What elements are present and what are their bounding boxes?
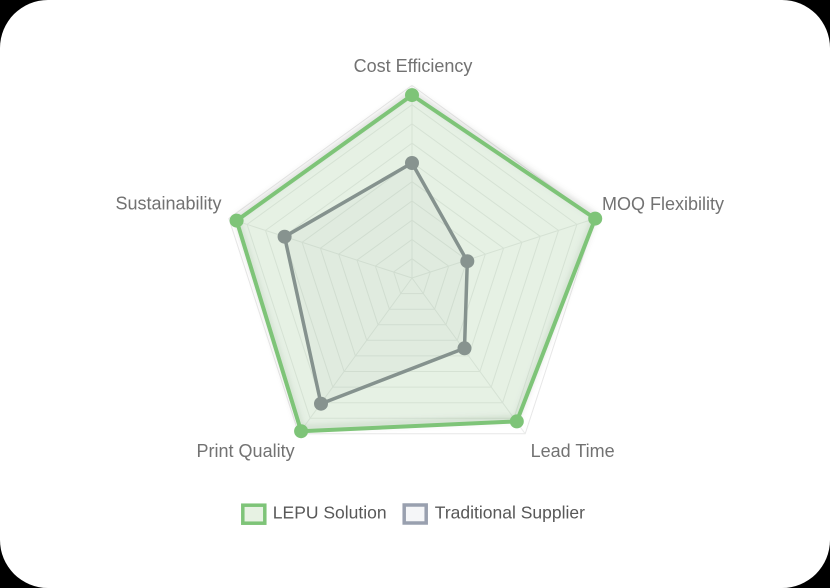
svg-text:MOQ Flexibility: MOQ Flexibility bbox=[602, 194, 724, 214]
svg-text:Lead Time: Lead Time bbox=[531, 441, 615, 461]
svg-text:Traditional Supplier: Traditional Supplier bbox=[435, 502, 585, 522]
svg-text:Sustainability: Sustainability bbox=[115, 194, 221, 214]
svg-text:Cost Efficiency: Cost Efficiency bbox=[354, 56, 473, 76]
svg-text:LEPU Solution: LEPU Solution bbox=[273, 502, 387, 522]
svg-text:Print Quality: Print Quality bbox=[197, 441, 295, 461]
